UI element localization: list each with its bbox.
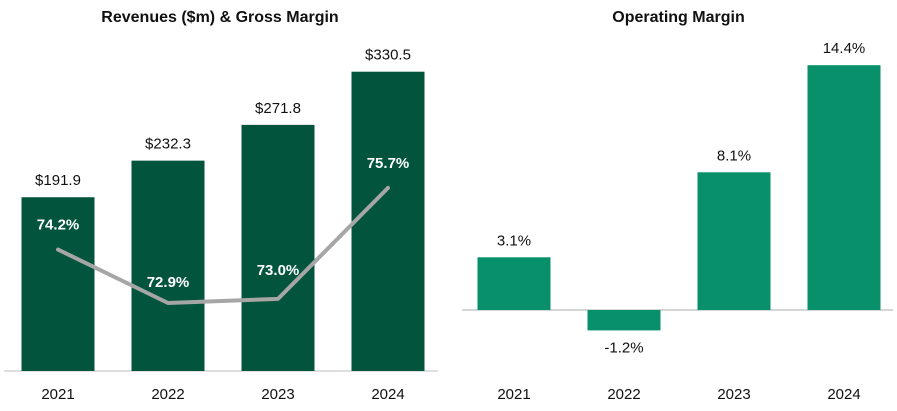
right-x-tick-label: 2022 (607, 386, 640, 403)
gross-margin-value-label: 75.7% (367, 155, 410, 172)
operating-margin-bar (587, 310, 661, 331)
revenue-chart-title: Revenues ($m) & Gross Margin (101, 9, 339, 26)
right-x-tick-label: 2023 (717, 386, 750, 403)
revenue-value-label: $232.3 (145, 136, 191, 153)
operating-margin-chart-title: Operating Margin (612, 9, 745, 26)
right-x-tick-label: 2024 (827, 386, 860, 403)
revenue-bar (241, 124, 315, 372)
left-x-tick-label: 2021 (41, 386, 74, 403)
left-x-tick-label: 2022 (151, 386, 184, 403)
right-x-tick-label: 2021 (497, 386, 530, 403)
gross-margin-value-label: 74.2% (37, 217, 80, 234)
operating-margin-value-label: 3.1% (497, 232, 531, 249)
revenue-bar (21, 197, 95, 371)
operating-margin-value-label: 14.4% (823, 40, 866, 57)
operating-margin-value-label: -1.2% (604, 339, 643, 356)
revenue-value-label: $330.5 (365, 47, 411, 64)
left-x-tick-label: 2023 (261, 386, 294, 403)
revenue-bar (131, 160, 205, 371)
operating-margin-bar (697, 172, 771, 310)
revenue-value-label: $191.9 (35, 172, 81, 189)
gross-margin-line (56, 185, 390, 305)
operating-margin-bar (807, 65, 881, 310)
revenue-value-label: $271.8 (255, 100, 301, 117)
operating-margin-bar (477, 257, 551, 310)
operating-margin-value-label: 8.1% (717, 147, 751, 164)
gross-margin-value-label: 73.0% (257, 262, 300, 279)
gross-margin-value-label: 72.9% (147, 274, 190, 291)
revenue-bar (351, 71, 425, 371)
left-x-tick-label: 2024 (371, 386, 404, 403)
